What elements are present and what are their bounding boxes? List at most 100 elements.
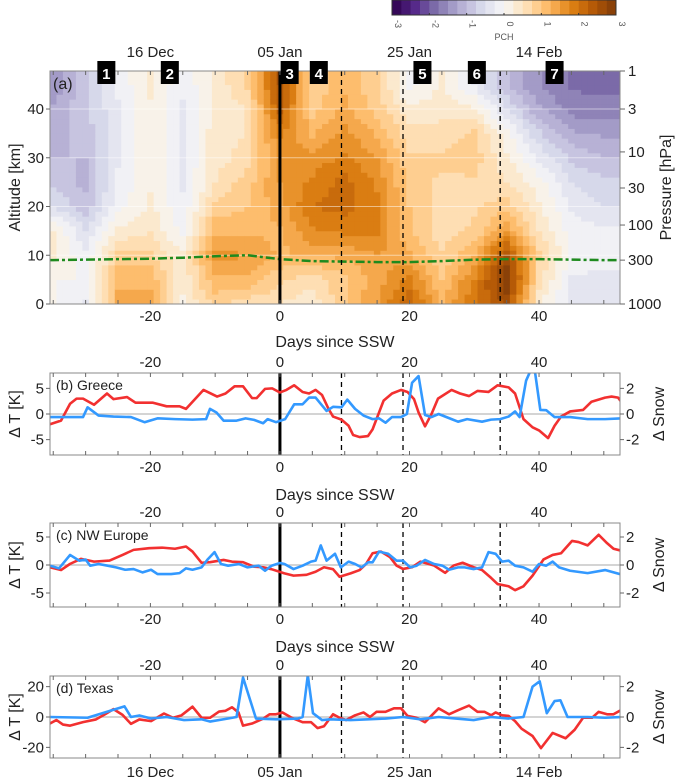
heatmap-cell xyxy=(231,206,239,212)
heatmap-cell xyxy=(503,250,511,256)
heatmap-cell xyxy=(173,265,180,271)
heatmap-cell xyxy=(483,94,491,100)
heatmap-cell xyxy=(561,118,569,125)
heatmap-cell xyxy=(594,289,601,295)
heatmap-cell xyxy=(574,172,582,178)
heatmap-cell xyxy=(56,260,64,266)
heatmap-cell xyxy=(62,226,70,232)
heatmap-cell xyxy=(296,123,304,129)
heatmap-cell xyxy=(160,133,167,139)
heatmap-cell xyxy=(574,167,582,173)
heatmap-cell xyxy=(373,269,381,276)
heatmap-cell xyxy=(108,260,116,266)
heatmap-cell xyxy=(134,104,142,110)
heatmap-cell xyxy=(296,143,304,149)
heatmap-cell xyxy=(464,118,472,125)
heatmap-cell xyxy=(522,274,530,281)
heatmap-cell xyxy=(516,201,524,207)
heatmap-cell xyxy=(179,167,187,173)
heatmap-cell xyxy=(503,269,511,276)
heatmap-cell xyxy=(205,89,213,95)
colorbar-swatch xyxy=(401,0,411,15)
heatmap-cell xyxy=(354,104,362,110)
heatmap-cell xyxy=(613,284,621,290)
heatmap-cell xyxy=(393,216,401,222)
heatmap-cell xyxy=(581,118,589,125)
heatmap-cell xyxy=(471,284,478,290)
heatmap-cell xyxy=(95,128,103,134)
heatmap-cell xyxy=(134,211,142,217)
heatmap-cell xyxy=(75,104,83,110)
heatmap-cell xyxy=(380,245,388,251)
heatmap-cell xyxy=(244,279,252,285)
heatmap-cell xyxy=(360,138,368,144)
heatmap-cell xyxy=(263,94,271,100)
heatmap-cell xyxy=(445,138,452,144)
heatmap-cell xyxy=(101,294,109,300)
heatmap-cell xyxy=(367,191,375,198)
heatmap-cell xyxy=(134,255,142,261)
heatmap-cell xyxy=(341,104,349,110)
heatmap-cell xyxy=(296,177,304,183)
heatmap-cell xyxy=(529,260,537,266)
heatmap-cell xyxy=(186,211,193,217)
heatmap-cell xyxy=(166,94,174,100)
heatmap-cell xyxy=(75,230,83,237)
heatmap-cell xyxy=(179,89,187,95)
heatmap-cell xyxy=(50,294,57,300)
heatmap-cell xyxy=(205,187,213,193)
x-tick-label-top: -20 xyxy=(140,504,162,521)
heatmap-cell xyxy=(211,279,219,285)
heatmap-cell xyxy=(600,118,608,125)
heatmap-cell xyxy=(568,133,576,139)
heatmap-cell xyxy=(509,187,517,193)
heatmap-cell xyxy=(380,216,388,222)
heatmap-cell xyxy=(406,240,414,246)
heatmap-cell xyxy=(600,162,608,168)
heatmap-cell xyxy=(231,294,239,300)
heatmap-cell xyxy=(600,255,608,261)
heatmap-cell xyxy=(237,167,245,173)
heatmap-cell xyxy=(263,299,271,305)
heatmap-cell xyxy=(88,113,96,120)
heatmap-cell xyxy=(121,206,129,212)
heatmap-cell xyxy=(82,230,90,237)
heatmap-cell xyxy=(302,99,310,105)
heatmap-cell xyxy=(62,289,70,295)
heatmap-cell xyxy=(179,99,187,105)
heatmap-cell xyxy=(322,182,329,188)
heatmap-cell xyxy=(231,177,239,183)
heatmap-cell xyxy=(244,191,252,198)
heatmap-cell xyxy=(328,289,336,295)
heatmap-cell xyxy=(335,71,342,76)
heatmap-cell xyxy=(250,269,258,276)
heatmap-cell xyxy=(613,99,621,105)
heatmap-cell xyxy=(302,274,310,281)
heatmap-cell xyxy=(555,240,563,246)
heatmap-cell xyxy=(335,294,342,300)
heatmap-cell xyxy=(283,265,291,271)
heatmap-cell xyxy=(471,172,478,178)
heatmap-cell xyxy=(69,89,77,95)
heatmap-cell xyxy=(464,240,472,246)
heatmap-cell xyxy=(568,245,576,251)
heatmap-cell xyxy=(516,133,524,139)
heatmap-cell xyxy=(127,167,135,173)
heatmap-cell xyxy=(399,172,407,178)
heatmap-cell xyxy=(302,118,310,125)
heatmap-cell xyxy=(237,289,245,295)
heatmap-cell xyxy=(198,167,206,173)
heatmap-cell xyxy=(341,84,349,90)
heatmap-cell xyxy=(263,172,271,178)
heatmap-cell xyxy=(263,177,271,183)
heatmap-cell xyxy=(516,216,524,222)
heatmap-cell xyxy=(127,255,135,261)
heatmap-cell xyxy=(198,71,206,76)
colorbar-swatch xyxy=(429,0,439,15)
heatmap-cell xyxy=(270,74,278,81)
heatmap-cell xyxy=(322,128,329,134)
heatmap-cell xyxy=(101,284,109,290)
heatmap-cell xyxy=(360,269,368,276)
heatmap-cell xyxy=(542,143,550,149)
heatmap-cell xyxy=(237,255,245,261)
